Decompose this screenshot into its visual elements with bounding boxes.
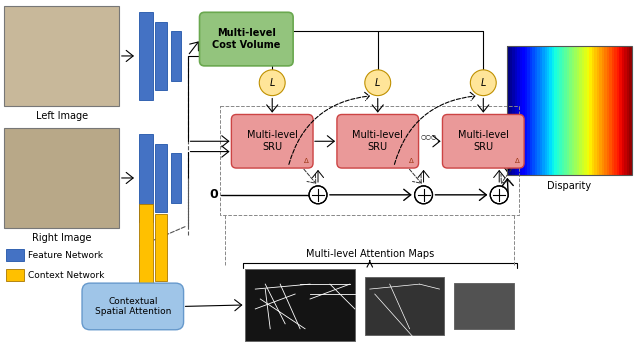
Bar	[6, 250, 24, 261]
Text: Left Image: Left Image	[36, 111, 88, 121]
Bar	[507, 46, 632, 175]
Bar	[171, 153, 180, 203]
Circle shape	[309, 186, 327, 204]
Bar	[534, 46, 538, 175]
Bar	[570, 46, 572, 175]
Text: ○○○: ○○○	[420, 134, 437, 139]
Bar	[579, 46, 582, 175]
Bar	[547, 46, 550, 175]
Bar	[582, 46, 585, 175]
Bar	[515, 46, 518, 175]
Bar	[587, 46, 590, 175]
Bar	[512, 46, 515, 175]
Bar	[609, 46, 612, 175]
Text: Right Image: Right Image	[32, 233, 92, 244]
Bar	[624, 46, 627, 175]
Bar	[604, 46, 607, 175]
Circle shape	[415, 186, 433, 204]
Text: Multi-level
SRU: Multi-level SRU	[247, 131, 298, 152]
Text: Disparity: Disparity	[547, 181, 591, 191]
Text: L: L	[269, 78, 275, 88]
Text: Multi-level Attention Maps: Multi-level Attention Maps	[306, 249, 434, 259]
Bar	[155, 22, 166, 90]
Bar	[245, 269, 355, 341]
Text: Multi-level
SRU: Multi-level SRU	[458, 131, 509, 152]
FancyBboxPatch shape	[337, 114, 419, 168]
Bar	[6, 269, 24, 281]
Bar	[562, 46, 565, 175]
Bar	[4, 6, 119, 105]
Circle shape	[365, 70, 390, 96]
Text: Multi-level
Cost Volume: Multi-level Cost Volume	[212, 28, 280, 50]
FancyBboxPatch shape	[232, 114, 313, 168]
Bar	[577, 46, 580, 175]
Bar	[607, 46, 610, 175]
FancyBboxPatch shape	[442, 114, 524, 168]
Circle shape	[259, 70, 285, 96]
FancyBboxPatch shape	[82, 283, 184, 330]
Bar	[540, 46, 543, 175]
Bar	[529, 46, 532, 175]
Bar	[509, 46, 513, 175]
Bar	[4, 128, 119, 228]
Bar	[592, 46, 595, 175]
Bar	[619, 46, 622, 175]
Bar	[517, 46, 520, 175]
Text: L: L	[375, 78, 380, 88]
Bar	[522, 46, 525, 175]
Text: Contextual
Spatial Attention: Contextual Spatial Attention	[95, 297, 171, 316]
Bar	[627, 46, 630, 175]
Bar	[139, 204, 153, 291]
Text: L: L	[481, 78, 486, 88]
Bar	[589, 46, 592, 175]
Bar	[584, 46, 588, 175]
Bar	[621, 46, 625, 175]
Bar	[612, 46, 614, 175]
Bar	[554, 46, 557, 175]
Bar	[545, 46, 547, 175]
Bar	[139, 134, 153, 222]
Bar	[550, 46, 552, 175]
Text: Δ: Δ	[515, 158, 520, 164]
Bar	[602, 46, 605, 175]
Text: Multi-level
SRU: Multi-level SRU	[352, 131, 403, 152]
Bar	[596, 46, 600, 175]
Bar	[525, 46, 527, 175]
Text: 0: 0	[209, 188, 218, 201]
Bar	[171, 31, 180, 81]
Bar	[155, 214, 166, 281]
Circle shape	[490, 186, 508, 204]
Bar	[595, 46, 597, 175]
Bar	[559, 46, 563, 175]
Text: Δ: Δ	[304, 158, 308, 164]
Bar	[507, 46, 510, 175]
Bar	[365, 277, 444, 335]
Bar	[542, 46, 545, 175]
Bar	[617, 46, 620, 175]
FancyBboxPatch shape	[200, 12, 293, 66]
Bar	[454, 283, 514, 329]
Bar	[532, 46, 535, 175]
Bar	[629, 46, 632, 175]
Bar	[155, 144, 166, 212]
Bar	[614, 46, 617, 175]
Bar	[574, 46, 577, 175]
Text: Context Network: Context Network	[28, 271, 105, 280]
Bar	[557, 46, 560, 175]
Bar	[552, 46, 555, 175]
Circle shape	[470, 70, 496, 96]
Text: Feature Network: Feature Network	[28, 251, 103, 260]
Bar	[564, 46, 568, 175]
Bar	[599, 46, 602, 175]
Bar	[567, 46, 570, 175]
Bar	[572, 46, 575, 175]
Bar	[520, 46, 523, 175]
Text: Δ: Δ	[409, 158, 414, 164]
Bar	[139, 12, 153, 99]
Bar	[537, 46, 540, 175]
Bar	[527, 46, 530, 175]
